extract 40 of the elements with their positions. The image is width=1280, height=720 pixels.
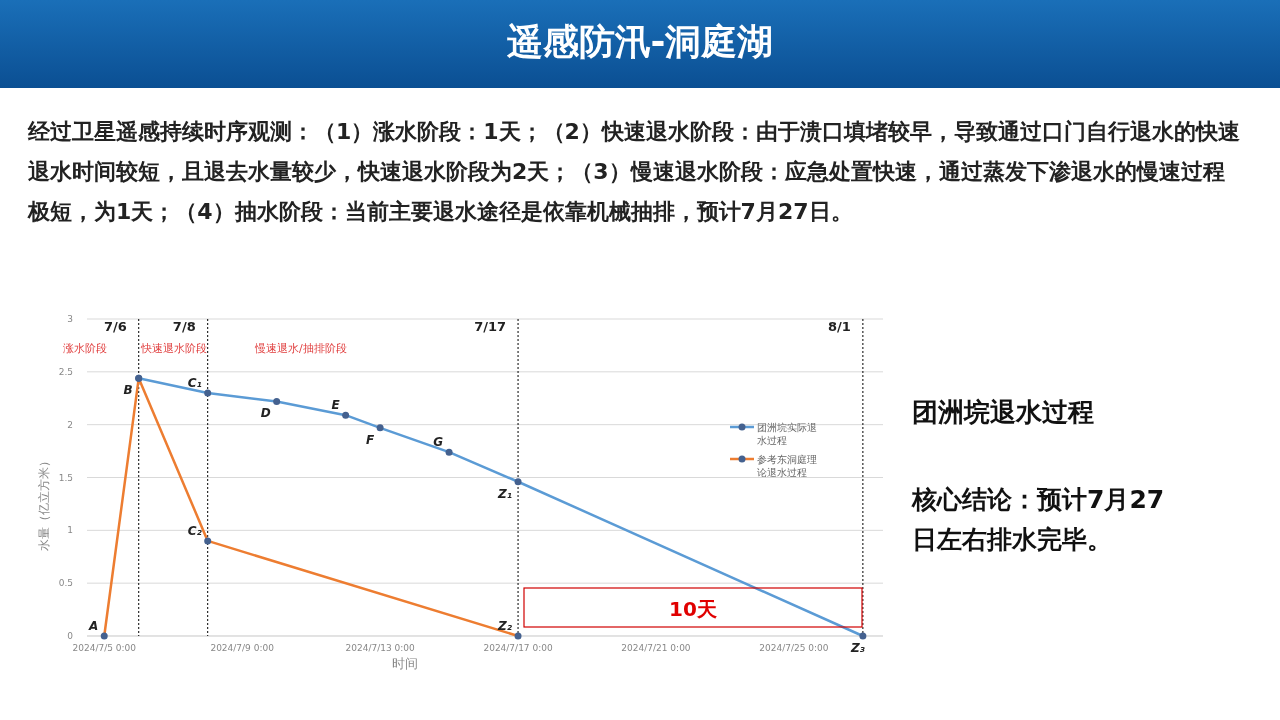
ref-line-label: 7/6 xyxy=(103,319,127,334)
annotation: C₁ xyxy=(187,375,202,390)
annotation: F xyxy=(365,432,375,447)
x-tick-label: 2024/7/17 0:00 xyxy=(483,643,553,653)
x-tick-label: 2024/7/13 0:00 xyxy=(345,643,415,653)
annotation: 快速退水阶段 xyxy=(140,342,207,355)
legend-label: 参考东洞庭理论退水过程 xyxy=(757,454,817,478)
text: 团洲垸退水过程 xyxy=(912,397,1094,427)
annotation: C₂ xyxy=(187,523,203,538)
y-tick-label: 0 xyxy=(67,631,74,641)
y-tick-label: 1.5 xyxy=(58,472,73,483)
y-tick-label: 2.5 xyxy=(58,366,73,377)
x-axis-title: 时间 xyxy=(392,656,418,671)
y-axis-title: 水量（亿立方米） xyxy=(37,454,51,551)
ref-line-label: 7/8 xyxy=(172,319,196,334)
annotation: Z₃ xyxy=(849,641,866,655)
x-tick-label: 2024/7/21 0:00 xyxy=(621,643,691,653)
x-tick-label: 2024/7/9 0:00 xyxy=(210,643,275,653)
annotation: E xyxy=(331,398,341,413)
annotation: Z₂ xyxy=(497,619,513,633)
annotation: 慢速退水/抽排阶段 xyxy=(254,342,347,355)
y-tick-label: 3 xyxy=(67,314,73,324)
chart-title: 遥感防汛-洞庭湖 xyxy=(505,20,775,64)
annotation: Z₁ xyxy=(497,486,513,501)
annotation: D xyxy=(260,406,271,421)
y-tick-label: 0.5 xyxy=(58,578,73,589)
annotation: G xyxy=(433,435,444,450)
annotation: A xyxy=(87,619,99,633)
x-tick-label: 2024/7/25 0:00 xyxy=(759,643,829,653)
ref-line-label: 8/1 xyxy=(828,319,851,334)
ref-line-label: 7/17 xyxy=(474,319,507,334)
text: 核心结论：预计7月27日左右排水完毕。 xyxy=(911,485,1165,554)
annotation: 10天 xyxy=(669,597,717,621)
y-tick-label: 1 xyxy=(67,525,73,536)
chart-subtitle: 经过卫星遥感持续时序观测：（1）涨水阶段：1天；（2）快速退水阶段：由于溃口填堵较早，导致通过口门自行退水的快速退水时间较短，且退去水量较少，快速退水阶段为2天；（3）慢速退水阶段：应急处置快速，通过蒸发下渗退水的慢速过程极短，为1天；（4）抽水阶段：当前主要退水途径是依靠机械抽排，预计7月27日。 xyxy=(28,118,1241,226)
annotation: 涨水阶段 xyxy=(63,342,107,355)
annotation: B xyxy=(123,383,133,398)
y-tick-label: 2 xyxy=(67,419,73,430)
x-tick-label: 2024/7/5 0:00 xyxy=(72,643,137,653)
legend-label: 团洲垸实际退水过程 xyxy=(757,422,817,446)
